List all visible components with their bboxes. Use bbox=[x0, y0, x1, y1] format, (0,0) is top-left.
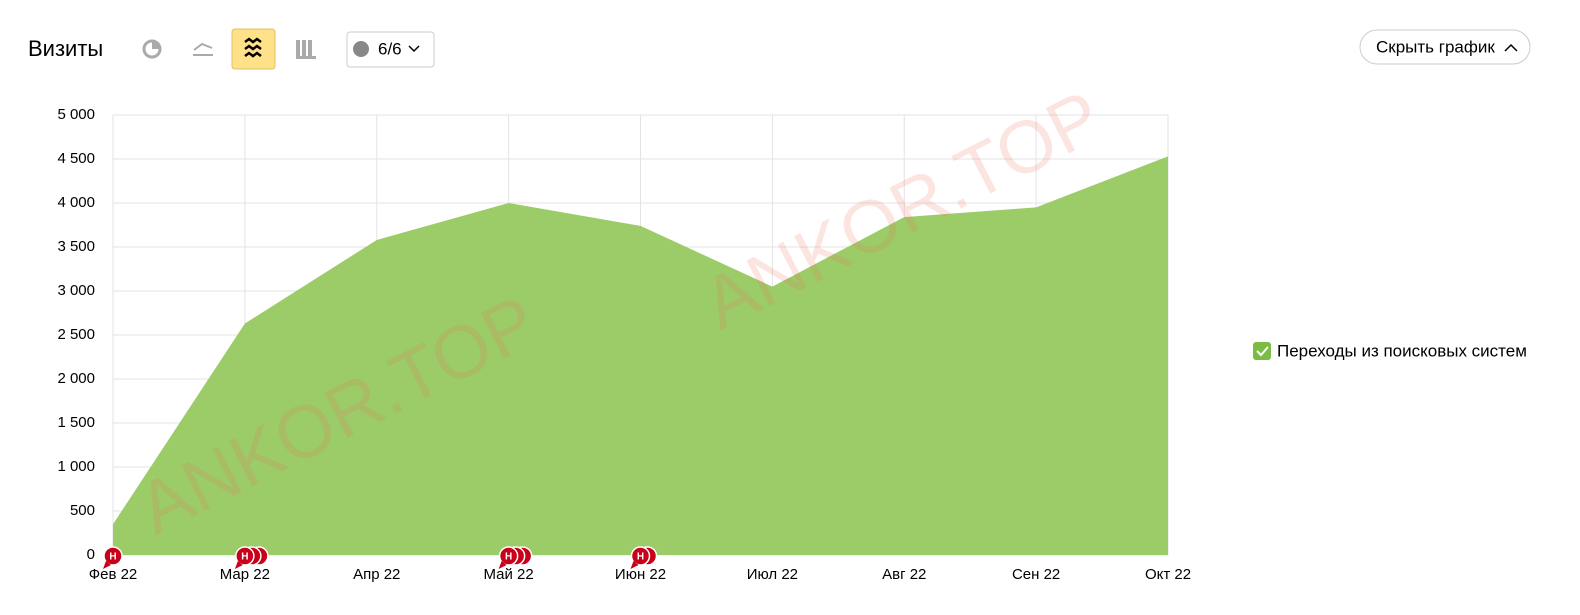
annotation[interactable]: Н bbox=[630, 546, 658, 569]
y-tick-label: 500 bbox=[70, 502, 95, 519]
y-tick-label: 2 000 bbox=[57, 370, 95, 387]
legend-checkbox bbox=[1253, 342, 1271, 360]
y-tick-label: 1 000 bbox=[57, 458, 95, 475]
annotation-tail bbox=[498, 561, 507, 569]
y-tick-label: 4 500 bbox=[57, 150, 95, 167]
annotation[interactable]: Н bbox=[103, 546, 123, 569]
annotation-tail bbox=[103, 561, 111, 569]
pie-view-button[interactable] bbox=[142, 39, 162, 59]
annotation-bubble bbox=[498, 546, 519, 566]
x-tick-label: Июн 22 bbox=[615, 566, 666, 583]
annotation-bubble bbox=[235, 546, 255, 566]
legend-label: Переходы из поисковых систем bbox=[1277, 341, 1527, 360]
annotation-label: Н bbox=[241, 552, 248, 563]
x-tick-label: Сен 22 bbox=[1012, 566, 1060, 583]
y-tick-label: 3 500 bbox=[57, 238, 95, 255]
x-tick-label: Фев 22 bbox=[89, 566, 138, 583]
annotation-label: Н bbox=[109, 552, 116, 563]
page-title: Визиты bbox=[28, 36, 103, 61]
annotation[interactable]: Н bbox=[234, 546, 269, 569]
legend-item[interactable]: Переходы из поисковых систем bbox=[1253, 341, 1527, 360]
y-tick-label: 2 500 bbox=[57, 326, 95, 343]
y-tick-label: 0 bbox=[87, 546, 95, 563]
annotation-tail bbox=[234, 561, 243, 569]
notes-dropdown[interactable]: 6/6 bbox=[346, 31, 435, 68]
x-tick-label: Апр 22 bbox=[353, 566, 400, 583]
legend-check bbox=[1256, 346, 1269, 357]
notes-counter: 6/6 bbox=[378, 39, 402, 58]
annotation-label: Н bbox=[637, 552, 644, 563]
x-tick-label: Авг 22 bbox=[882, 566, 926, 583]
area-view-button[interactable] bbox=[231, 28, 276, 70]
x-tick-label: Июл 22 bbox=[747, 566, 798, 583]
annotation-bubble bbox=[103, 546, 123, 566]
y-tick-label: 5 000 bbox=[57, 106, 95, 123]
y-tick-label: 3 000 bbox=[57, 282, 95, 299]
annotation-bubble bbox=[630, 546, 651, 566]
y-tick-label: 4 000 bbox=[57, 194, 95, 211]
column-view-button[interactable] bbox=[296, 40, 316, 59]
annotation[interactable]: Н bbox=[498, 546, 533, 569]
annotation-label: Н bbox=[505, 552, 512, 563]
line-view-button[interactable] bbox=[193, 42, 213, 56]
annotation-tail bbox=[630, 561, 639, 569]
area bbox=[113, 156, 1168, 556]
hide-chart-label: Скрыть график bbox=[1376, 37, 1495, 56]
hide-chart-button[interactable]: Скрыть график bbox=[1359, 29, 1531, 65]
y-tick-label: 1 500 bbox=[57, 414, 95, 431]
x-tick-label: Окт 22 bbox=[1145, 566, 1191, 583]
x-tick-label: Май 22 bbox=[484, 566, 534, 583]
x-tick-label: Мар 22 bbox=[220, 566, 270, 583]
